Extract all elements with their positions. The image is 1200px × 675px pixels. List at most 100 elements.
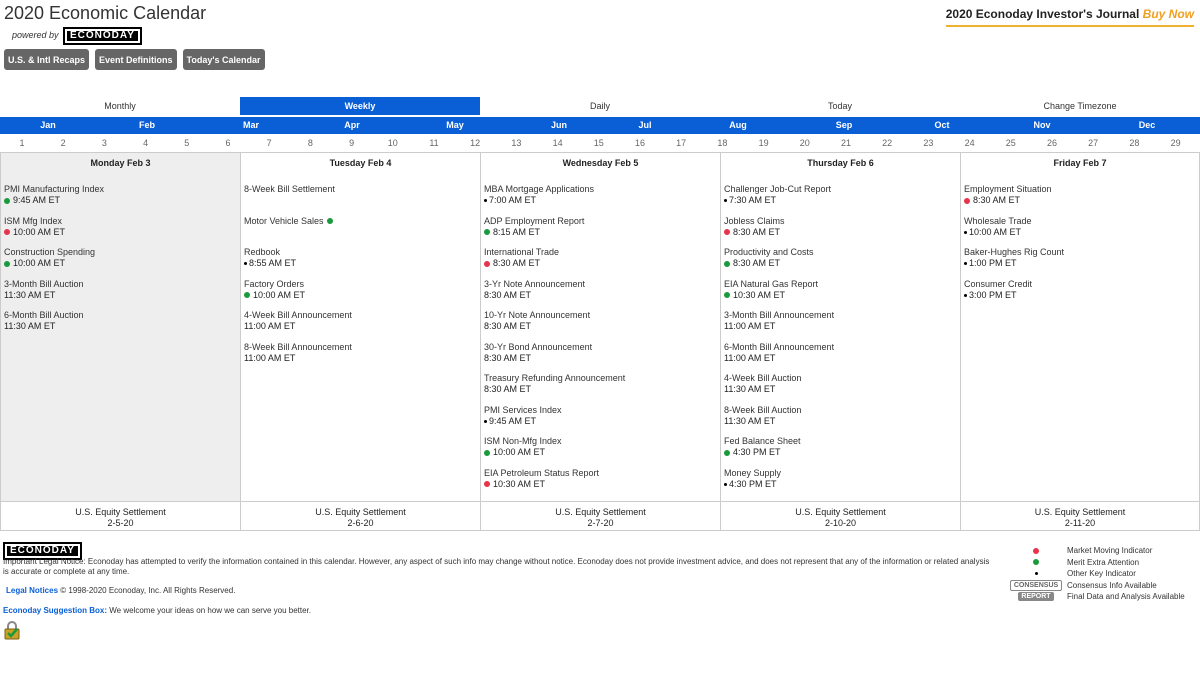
week-number[interactable]: 24 [964, 138, 975, 148]
month-dec[interactable]: Dec [1138, 120, 1156, 130]
event-name[interactable]: Consumer Credit [964, 279, 1196, 290]
week-number[interactable]: 11 [429, 138, 439, 148]
week-number[interactable]: 15 [593, 138, 604, 148]
week-number[interactable]: 8 [307, 138, 313, 148]
week-number[interactable]: 12 [470, 138, 481, 148]
event-name[interactable]: International Trade [484, 247, 717, 258]
event-name[interactable]: ADP Employment Report [484, 216, 717, 227]
event-name[interactable]: 3-Month Bill Auction [4, 279, 237, 290]
day-header[interactable]: Friday Feb 7 [1053, 158, 1107, 168]
month-jul[interactable]: Jul [638, 120, 652, 130]
week-number[interactable]: 16 [634, 138, 646, 148]
recaps-button[interactable]: U.S. & Intl Recaps [4, 49, 90, 70]
week-number[interactable]: 23 [923, 138, 934, 148]
event-name[interactable]: Motor Vehicle Sales [244, 216, 477, 227]
settlement-cell[interactable]: U.S. Equity Settlement 2-10-20 [720, 501, 960, 531]
event-name[interactable]: 8-Week Bill Auction [724, 405, 957, 416]
event-name[interactable]: 8-Week Bill Announcement [244, 342, 477, 353]
week-number[interactable]: 21 [840, 138, 852, 148]
event-name[interactable]: ISM Mfg Index [4, 216, 237, 227]
event-name[interactable]: Redbook [244, 247, 477, 258]
month-aug[interactable]: Aug [729, 120, 747, 130]
week-number[interactable]: 26 [1046, 138, 1058, 148]
month-feb[interactable]: Feb [138, 120, 156, 130]
day-header[interactable]: Thursday Feb 6 [807, 158, 874, 168]
settlement-cell[interactable]: U.S. Equity Settlement 2-11-20 [960, 501, 1200, 531]
event-name[interactable]: PMI Services Index [484, 405, 717, 416]
week-number[interactable]: 6 [225, 138, 231, 148]
week-number[interactable]: 4 [143, 138, 149, 148]
week-number[interactable]: 2 [60, 138, 66, 148]
legal-notices-link[interactable]: Legal Notices [6, 586, 59, 595]
week-number[interactable]: 14 [552, 138, 563, 148]
week-number[interactable]: 29 [1170, 138, 1181, 148]
event-name[interactable]: MBA Mortgage Applications [484, 184, 717, 195]
event-name[interactable]: 4-Week Bill Announcement [244, 310, 477, 321]
day-header[interactable]: Wednesday Feb 5 [562, 158, 639, 168]
event-name[interactable]: Wholesale Trade [964, 216, 1196, 227]
event-definitions-button[interactable]: Event Definitions [95, 49, 177, 70]
tab-change-timezone[interactable]: Change Timezone [1043, 101, 1117, 111]
month-mar[interactable]: Mar [242, 120, 260, 130]
week-number[interactable]: 7 [266, 138, 272, 148]
week-number[interactable]: 27 [1088, 138, 1099, 148]
event-name[interactable]: Challenger Job-Cut Report [724, 184, 957, 195]
settlement-cell[interactable]: U.S. Equity Settlement 2-5-20 [0, 501, 240, 531]
event-name[interactable]: 3-Month Bill Announcement [724, 310, 957, 321]
event-name[interactable]: PMI Manufacturing Index [4, 184, 237, 195]
tab-weekly[interactable]: Weekly [240, 97, 480, 115]
event-name[interactable]: 4-Week Bill Auction [724, 373, 957, 384]
month-sep[interactable]: Sep [835, 120, 853, 130]
week-number[interactable]: 25 [1005, 138, 1016, 148]
econoday-footer-logo[interactable]: ECONODAY [3, 542, 82, 560]
event-name[interactable]: Baker-Hughes Rig Count [964, 247, 1196, 258]
event-name[interactable]: Money Supply [724, 468, 957, 479]
day-header[interactable]: Monday Feb 3 [90, 158, 151, 168]
month-apr[interactable]: Apr [344, 120, 360, 130]
event-name[interactable]: Employment Situation [964, 184, 1196, 195]
buy-now-link[interactable]: Buy Now [1142, 7, 1194, 21]
week-number[interactable]: 18 [717, 138, 728, 148]
month-jun[interactable]: Jun [550, 120, 568, 130]
event-name[interactable]: Fed Balance Sheet [724, 436, 957, 447]
month-nov[interactable]: Nov [1033, 120, 1051, 130]
month-oct[interactable]: Oct [934, 120, 950, 130]
event-name[interactable]: Factory Orders [244, 279, 477, 290]
event-name[interactable]: Construction Spending [4, 247, 237, 258]
settlement-cell[interactable]: U.S. Equity Settlement 2-6-20 [240, 501, 480, 531]
event-name[interactable]: 8-Week Bill Settlement [244, 184, 477, 195]
week-number[interactable]: 17 [676, 138, 687, 148]
week-number[interactable]: 3 [101, 138, 107, 148]
tab-daily[interactable]: Daily [589, 101, 610, 111]
tab-today[interactable]: Today [827, 101, 853, 111]
suggestion-box-link[interactable]: Econoday Suggestion Box: [3, 606, 108, 615]
event-name[interactable]: Productivity and Costs [724, 247, 957, 258]
week-number[interactable]: 28 [1129, 138, 1140, 148]
event-name[interactable]: EIA Natural Gas Report [724, 279, 957, 290]
month-jan[interactable]: Jan [40, 120, 56, 130]
settlement-cell[interactable]: U.S. Equity Settlement 2-7-20 [480, 501, 720, 531]
week-number[interactable]: 10 [387, 138, 398, 148]
event-name[interactable]: 30-Yr Bond Announcement [484, 342, 717, 353]
day-header[interactable]: Tuesday Feb 4 [329, 158, 392, 168]
event-name[interactable]: ISM Non-Mfg Index [484, 436, 717, 447]
event-name[interactable]: 6-Month Bill Auction [4, 310, 237, 321]
event-name[interactable]: 10-Yr Note Announcement [484, 310, 717, 321]
week-number[interactable]: 1 [19, 138, 25, 148]
week-number[interactable]: 9 [349, 138, 355, 148]
event-name[interactable]: Treasury Refunding Announcement [484, 373, 717, 384]
tab-monthly[interactable]: Monthly [104, 101, 136, 111]
month-may[interactable]: May [446, 120, 464, 130]
event-name[interactable]: Jobless Claims [724, 216, 957, 227]
week-number[interactable]: 13 [511, 138, 522, 148]
week-number[interactable]: 20 [799, 138, 810, 148]
todays-calendar-button[interactable]: Today's Calendar [182, 49, 265, 70]
event-name[interactable]: EIA Petroleum Status Report [484, 468, 717, 479]
econoday-logo[interactable]: ECONODAY [63, 27, 142, 45]
week-number[interactable]: 5 [184, 138, 190, 148]
investors-journal-link[interactable]: 2020 Econoday Investor's Journal Buy Now [945, 7, 1194, 27]
week-number[interactable]: 19 [758, 138, 769, 148]
event-name[interactable]: 6-Month Bill Announcement [724, 342, 957, 353]
week-number[interactable]: 22 [882, 138, 893, 148]
event-name[interactable]: 3-Yr Note Announcement [484, 279, 717, 290]
